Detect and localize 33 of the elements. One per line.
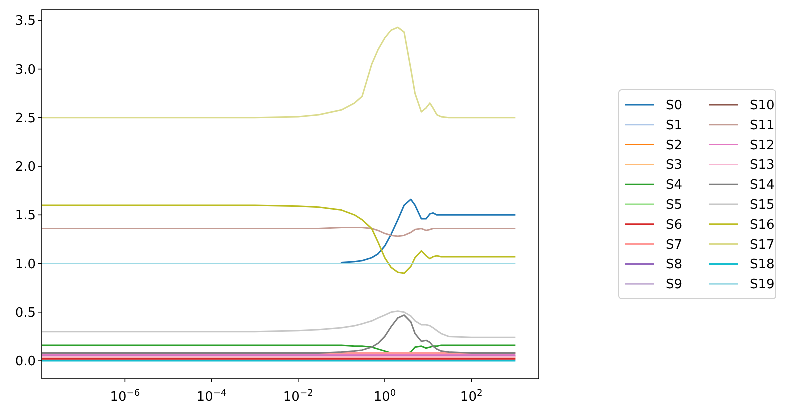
legend-label: S0 xyxy=(666,98,683,114)
y-tick-label: 2.0 xyxy=(15,160,36,176)
x-tick-label: 10$^{−6}$ xyxy=(110,389,140,405)
legend-label: S4 xyxy=(666,178,683,194)
legend-label: S9 xyxy=(666,278,683,293)
y-tick-label: 0.5 xyxy=(15,306,36,321)
y-tick-label: 1.5 xyxy=(15,208,36,224)
y-tick-label: 0.0 xyxy=(15,354,36,370)
legend-label: S1 xyxy=(666,118,683,134)
legend-label: S19 xyxy=(750,278,775,293)
legend-label: S11 xyxy=(750,118,775,134)
x-tick-label: 10$^{−2}$ xyxy=(283,389,314,405)
x-tick-label: 10$^{0}$ xyxy=(374,389,396,405)
legend-label: S13 xyxy=(750,158,775,174)
legend-label: S5 xyxy=(666,198,683,213)
legend-label: S6 xyxy=(666,218,683,233)
x-tick-label: 10$^{2}$ xyxy=(460,389,483,405)
legend-label: S18 xyxy=(750,258,775,273)
y-tick-label: 3.5 xyxy=(15,14,36,30)
legend-label: S8 xyxy=(666,258,683,273)
legend-label: S2 xyxy=(666,138,683,154)
legend-label: S3 xyxy=(666,158,683,174)
y-tick-label: 1.0 xyxy=(15,257,36,272)
legend-label: S10 xyxy=(750,98,775,114)
legend-label: S14 xyxy=(750,178,775,194)
legend-label: S7 xyxy=(666,238,683,253)
legend-label: S15 xyxy=(750,198,775,213)
x-tick-label: 10$^{−4}$ xyxy=(196,389,227,405)
legend-label: S16 xyxy=(750,218,775,233)
legend-label: S12 xyxy=(750,138,775,154)
legend-label: S17 xyxy=(750,238,775,253)
y-tick-label: 3.0 xyxy=(15,62,36,78)
y-tick-label: 2.5 xyxy=(15,111,36,126)
